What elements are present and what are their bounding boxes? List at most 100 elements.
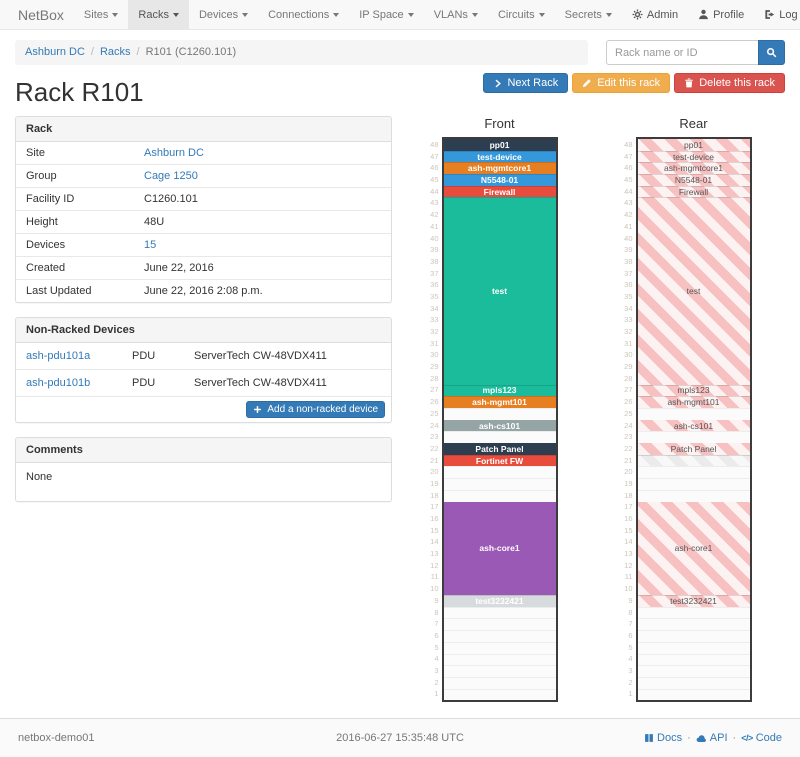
unit-number: 31 — [624, 338, 633, 348]
unit-number: 18 — [624, 490, 633, 500]
unit-number: 21 — [430, 455, 439, 465]
unit-number: 1 — [628, 689, 633, 699]
nav-user-item-label: Admin — [646, 8, 679, 21]
rack-device-ash-mgmt101[interactable]: ash-mgmt101 — [443, 396, 556, 408]
unit-number: 27 — [430, 385, 439, 395]
nav-user-item-log-out[interactable]: Log out — [754, 0, 800, 29]
rack-device-patch-panel[interactable]: Patch Panel — [637, 443, 750, 455]
footer: netbox-demo01 2016-06-27 15:35:48 UTC Do… — [0, 718, 800, 757]
rack-device-ash-mgmtcore1[interactable]: ash-mgmtcore1 — [637, 162, 750, 175]
unit-number: 10 — [624, 584, 633, 594]
rack-device-ash-core1[interactable]: ash-core1 — [637, 501, 750, 596]
rack-device-test3232421[interactable]: test3232421 — [443, 595, 556, 607]
next-rack-button[interactable]: Next Rack — [483, 73, 569, 93]
attribute-value-created: June 22, 2016 — [144, 262, 214, 274]
nav-user-item-admin[interactable]: Admin — [622, 0, 688, 29]
rack-device-label: ash-mgmtcore1 — [663, 163, 724, 174]
unit-number: 9 — [628, 595, 633, 605]
brand-logo[interactable]: NetBox — [18, 6, 64, 23]
unit-number: 8 — [628, 607, 633, 617]
rack-device-ash-mgmt101[interactable]: ash-mgmt101 — [637, 396, 750, 408]
attribute-label: Height — [26, 216, 58, 228]
rack-device-test[interactable]: test — [637, 197, 750, 385]
rack-unit-empty — [443, 408, 556, 420]
unit-number: 17 — [430, 502, 439, 512]
rack-device-ash-cs101[interactable]: ash-cs101 — [443, 419, 556, 432]
rack-device-firewall[interactable]: Firewall — [637, 185, 750, 198]
rack-device-mpls123[interactable]: mpls123 — [637, 384, 750, 397]
device-name-link[interactable]: ash-pdu101a — [26, 350, 91, 362]
search-input[interactable] — [606, 40, 758, 65]
nav-item-secrets[interactable]: Secrets — [555, 0, 622, 29]
search-button[interactable] — [758, 40, 785, 65]
rack-unit-empty — [637, 466, 750, 479]
unit-number: 42 — [624, 210, 633, 220]
unit-number: 7 — [628, 619, 633, 629]
rack-unit-empty — [443, 630, 556, 642]
rack-device-test[interactable]: test — [443, 197, 556, 385]
rack-device-test3232421[interactable]: test3232421 — [637, 595, 750, 607]
nav-item-devices[interactable]: Devices — [189, 0, 258, 29]
attribute-value-site[interactable]: Ashburn DC — [144, 147, 204, 159]
rack-unit-empty — [443, 431, 556, 444]
rack-device-ash-cs101[interactable]: ash-cs101 — [637, 419, 750, 432]
rack-device-ash-core1[interactable]: ash-core1 — [443, 501, 556, 596]
rack-device-label: Firewall — [678, 186, 709, 197]
rack-device-pp01[interactable]: pp01 — [443, 139, 556, 151]
attribute-value-group[interactable]: Cage 1250 — [144, 170, 198, 182]
navbar: NetBox Sites Racks Devices Connections IP Sp… — [0, 0, 800, 30]
rack-device-test-device[interactable]: test-device — [443, 150, 556, 163]
search-icon — [766, 47, 777, 58]
nav-item-sites[interactable]: Sites — [74, 0, 128, 29]
attribute-label: Facility ID — [26, 193, 75, 205]
device-name-link[interactable]: ash-pdu101b — [26, 377, 91, 389]
unit-number: 35 — [624, 291, 633, 301]
rack-unit-empty — [443, 618, 556, 631]
nav-item-racks[interactable]: Racks — [128, 0, 189, 29]
nav-item-ip-space[interactable]: IP Space — [349, 0, 423, 29]
nav-item-label: VLANs — [433, 8, 468, 21]
unit-number: 27 — [624, 385, 633, 395]
button-label: Next Rack — [507, 77, 559, 89]
footer-link-separator: · — [732, 732, 737, 745]
rack-device-patch-panel[interactable]: Patch Panel — [443, 443, 556, 455]
breadcrumb-item-ashburn-dc[interactable]: Ashburn DC — [25, 46, 85, 58]
rack-device-label: N5548-01 — [480, 174, 519, 185]
nav-item-connections[interactable]: Connections — [258, 0, 349, 29]
attribute-value-devices[interactable]: 15 — [144, 239, 157, 251]
rack-device-blocked[interactable] — [637, 454, 750, 467]
rack-device-firewall[interactable]: Firewall — [443, 185, 556, 198]
chevron-down-icon — [169, 12, 179, 17]
footer-link-docs[interactable]: Docs — [644, 732, 682, 744]
chevron-right-icon — [493, 79, 502, 88]
footer-link-api[interactable]: API — [696, 732, 728, 744]
nav-user-item-profile[interactable]: Profile — [688, 0, 754, 29]
unit-number: 19 — [624, 478, 633, 488]
attribute-label: Group — [26, 170, 57, 182]
rack-unit-empty — [443, 641, 556, 654]
unit-number: 19 — [430, 478, 439, 488]
nav-item-vlans[interactable]: VLANs — [424, 0, 488, 29]
breadcrumb: Ashburn DC / Racks / R101 (C1260.101) — [15, 40, 588, 65]
plus-icon — [253, 405, 262, 414]
rack-device-test-device[interactable]: test-device — [637, 150, 750, 163]
rack-device-label: ash-core1 — [479, 543, 520, 554]
rack-device-n5548-01[interactable]: N5548-01 — [637, 174, 750, 186]
add-nonracked-device-button[interactable]: Add a non-racked device — [246, 401, 385, 418]
nonracked-panel: Non-Racked Devices ash-pdu101a PDU ServerT… — [15, 317, 392, 423]
delete-this-rack-button[interactable]: Delete this rack — [674, 73, 785, 93]
unit-number: 14 — [624, 537, 633, 547]
nav-item-circuits[interactable]: Circuits — [488, 0, 555, 29]
rack-device-ash-mgmtcore1[interactable]: ash-mgmtcore1 — [443, 162, 556, 175]
rack-device-mpls123[interactable]: mpls123 — [443, 384, 556, 397]
unit-number: 33 — [624, 315, 633, 325]
breadcrumb-item-racks[interactable]: Racks — [99, 46, 131, 58]
footer-link-code[interactable]: </> Code — [741, 732, 782, 744]
rack-device-n5548-01[interactable]: N5548-01 — [443, 174, 556, 186]
edit-this-rack-button[interactable]: Edit this rack — [572, 73, 671, 93]
rack-device-fortinet-fw[interactable]: Fortinet FW — [443, 454, 556, 467]
unit-number: 28 — [430, 373, 439, 383]
unit-number: 15 — [624, 525, 633, 535]
unit-number: 17 — [624, 502, 633, 512]
rack-device-pp01[interactable]: pp01 — [637, 139, 750, 151]
